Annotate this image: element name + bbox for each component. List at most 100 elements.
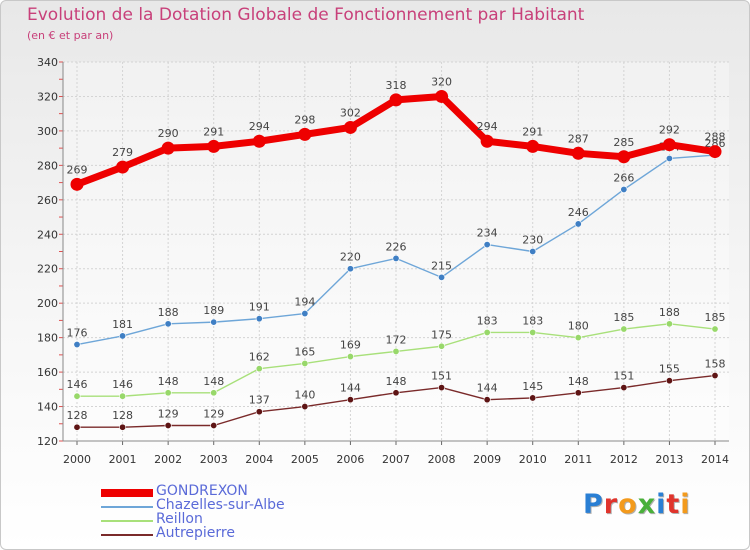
x-tick-label: 2003 <box>200 453 228 466</box>
y-tick-label: 220 <box>37 263 58 276</box>
data-label: 175 <box>431 328 452 341</box>
data-label: 269 <box>67 163 88 176</box>
logo-letter: x <box>637 489 657 520</box>
data-label: 215 <box>431 259 452 272</box>
series-point <box>164 389 172 397</box>
data-label: 151 <box>613 370 634 383</box>
data-label: 148 <box>158 375 179 388</box>
series-point <box>346 396 354 404</box>
y-tick-label: 160 <box>37 366 58 379</box>
data-label: 155 <box>659 363 680 376</box>
series-point <box>392 254 400 262</box>
logo-letter: i <box>680 489 691 520</box>
data-label: 288 <box>705 131 726 144</box>
series-point <box>529 328 537 336</box>
series-point <box>119 332 127 340</box>
data-label: 286 <box>705 137 726 150</box>
series-point <box>483 241 491 249</box>
logo-letter: o <box>618 489 638 520</box>
x-tick-label: 2005 <box>291 453 319 466</box>
data-label: 246 <box>568 206 589 219</box>
series-point <box>255 408 263 416</box>
series-point <box>301 359 309 367</box>
data-label: 220 <box>340 251 361 264</box>
data-label: 298 <box>294 113 315 126</box>
series-point <box>620 325 628 333</box>
data-label: 172 <box>386 333 407 346</box>
series-point <box>438 273 446 281</box>
data-label: 188 <box>659 306 680 319</box>
legend-swatch <box>101 489 153 497</box>
series-point <box>529 248 537 256</box>
data-label: 148 <box>568 375 589 388</box>
series-point <box>392 389 400 397</box>
data-label: 148 <box>386 375 407 388</box>
legend-label: Reillon <box>156 511 203 527</box>
x-tick-label: 2000 <box>63 453 91 466</box>
y-tick-label: 140 <box>37 401 58 414</box>
data-label: 279 <box>112 146 133 159</box>
chart-subtitle: (en € et par an) <box>27 29 114 42</box>
series-point <box>73 392 81 400</box>
line-chart: 120 140 160 180 200 220 240 260 280 300 320 340 2000… <box>37 56 729 466</box>
legend-swatch <box>101 534 153 536</box>
series-point <box>389 93 403 107</box>
data-label: 140 <box>294 389 315 402</box>
x-tick-label: 2006 <box>336 453 364 466</box>
series-point <box>574 334 582 342</box>
legend-label: GONDREXON <box>156 483 248 499</box>
y-tick-label: 180 <box>37 332 58 345</box>
data-label: 145 <box>522 380 543 393</box>
data-label: 302 <box>340 106 361 119</box>
series-point <box>711 325 719 333</box>
series-point <box>343 120 357 134</box>
series-point <box>252 134 266 148</box>
series-point <box>617 150 631 164</box>
x-tick-label: 2010 <box>519 453 547 466</box>
data-label: 188 <box>158 306 179 319</box>
data-label: 185 <box>705 311 726 324</box>
y-tick-label: 260 <box>37 194 58 207</box>
series-point <box>392 347 400 355</box>
y-tick-label: 120 <box>37 435 58 448</box>
series-point <box>665 320 673 328</box>
data-label: 191 <box>249 301 270 314</box>
y-tick-label: 340 <box>37 56 58 69</box>
data-label: 128 <box>112 409 133 422</box>
series-point <box>620 185 628 193</box>
data-label: 137 <box>249 394 270 407</box>
series-point <box>483 328 491 336</box>
series-point <box>708 145 722 159</box>
data-label: 183 <box>522 314 543 327</box>
data-label: 158 <box>705 358 726 371</box>
y-tick-label: 280 <box>37 159 58 172</box>
y-tick-label: 300 <box>37 125 58 138</box>
data-label: 287 <box>568 132 589 145</box>
series-point <box>574 389 582 397</box>
data-label: 165 <box>294 345 315 358</box>
series-point <box>164 421 172 429</box>
series-point <box>255 315 263 323</box>
y-tick-label: 240 <box>37 228 58 241</box>
data-label: 162 <box>249 351 270 364</box>
series-point <box>662 138 676 152</box>
data-label: 320 <box>431 75 452 88</box>
series-point <box>73 341 81 349</box>
data-label: 292 <box>659 124 680 137</box>
data-label: 291 <box>203 125 224 138</box>
series-point <box>346 353 354 361</box>
x-tick-label: 2014 <box>701 453 729 466</box>
x-tick-label: 2012 <box>610 453 638 466</box>
series-point <box>73 423 81 431</box>
series-point <box>210 389 218 397</box>
series-point <box>301 310 309 318</box>
data-label: 176 <box>67 327 88 340</box>
x-tick-label: 2008 <box>428 453 456 466</box>
data-label: 148 <box>203 375 224 388</box>
logo-letter: r <box>603 489 619 520</box>
series-point <box>665 377 673 385</box>
data-label: 129 <box>203 407 224 420</box>
series-point <box>207 139 221 153</box>
series-point <box>255 365 263 373</box>
